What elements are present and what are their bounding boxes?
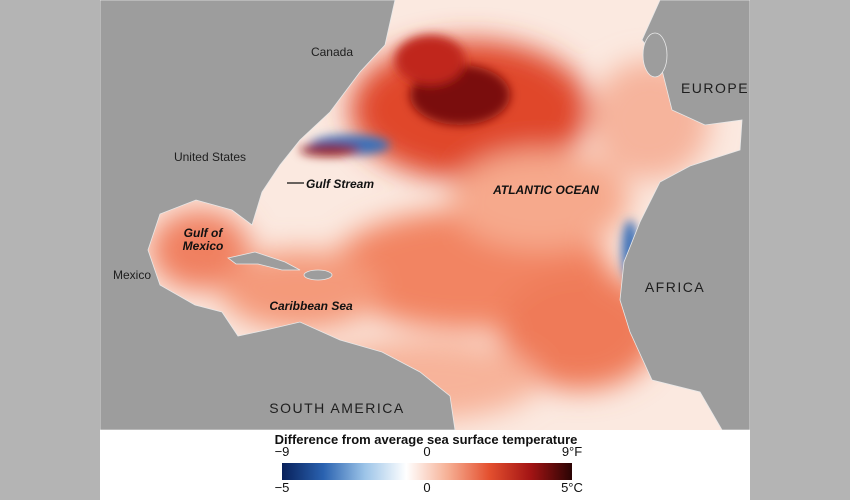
color-bar: [282, 463, 572, 480]
label-europe: EUROPE: [681, 80, 749, 96]
label-gulf-of-mexico: Gulf of: [184, 226, 224, 240]
cuba: [227, 251, 301, 271]
hispaniola: [303, 269, 333, 281]
label-caribbean-sea: Caribbean Sea: [269, 299, 353, 313]
label-mexico: Mexico: [113, 268, 151, 282]
scale-tick-label: 0: [423, 480, 430, 495]
label-canada: Canada: [311, 45, 353, 59]
label-atlantic-ocean: ATLANTIC OCEAN: [492, 183, 599, 197]
label-gulf-of-mexico: Mexico: [183, 239, 224, 253]
scale-tick-label: 0: [423, 444, 430, 459]
map-area: Canada EUROPE United States Gulf Stream …: [100, 0, 750, 430]
label-united-states: United States: [174, 150, 246, 164]
label-gulf-stream: Gulf Stream: [306, 177, 374, 191]
scale-tick-label: −9: [275, 444, 290, 459]
scale-tick-label: −5: [275, 480, 290, 495]
scale-tick-label: 5°C: [561, 480, 583, 495]
legend-title: Difference from average sea surface temp…: [275, 432, 578, 447]
americas-land: [100, 0, 456, 430]
label-africa: AFRICA: [645, 279, 705, 295]
british-isles: [642, 32, 668, 78]
scale-tick-label: 9°F: [562, 444, 582, 459]
label-south-america: SOUTH AMERICA: [269, 400, 404, 416]
europe-africa-land: [619, 0, 750, 430]
